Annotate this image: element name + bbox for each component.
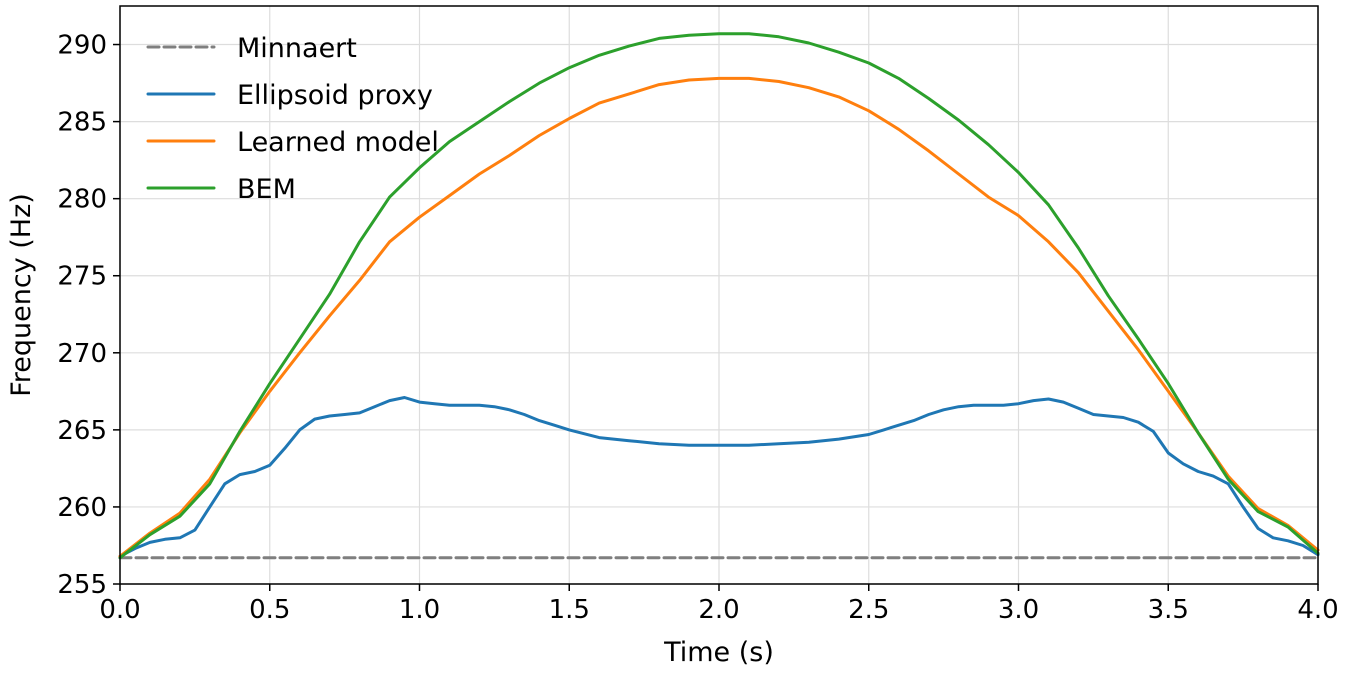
y-tick-label: 280 bbox=[57, 185, 107, 215]
x-tick-label: 1.5 bbox=[549, 595, 590, 625]
legend: Minnaert Ellipsoid proxy Learned model BEM bbox=[146, 33, 439, 205]
y-tick-label: 290 bbox=[57, 31, 107, 61]
series-line-learned-model bbox=[118, 76, 1320, 558]
legend-label-ellipsoid-proxy: Ellipsoid proxy bbox=[237, 80, 433, 111]
y-tick-label: 255 bbox=[57, 570, 107, 600]
legend-label-minnaert: Minnaert bbox=[237, 33, 357, 64]
y-tick-label: 265 bbox=[57, 416, 107, 446]
x-tick-label: 1.0 bbox=[399, 595, 440, 625]
x-tick-label: 3.0 bbox=[998, 595, 1039, 625]
x-tick-label: 2.0 bbox=[698, 595, 739, 625]
y-tick-label: 275 bbox=[57, 262, 107, 292]
x-tick-label: 3.5 bbox=[1148, 595, 1189, 625]
y-axis-label: Frequency (Hz) bbox=[6, 193, 37, 397]
x-axis-label: Time (s) bbox=[663, 637, 774, 668]
plot-series bbox=[118, 32, 1320, 560]
legend-label-learned-model: Learned model bbox=[237, 127, 439, 158]
legend-label-bem: BEM bbox=[237, 174, 296, 205]
series-line-bem bbox=[118, 32, 1320, 560]
x-tick-label: 2.5 bbox=[848, 595, 889, 625]
y-tick-label: 285 bbox=[57, 108, 107, 138]
x-tick-label: 4.0 bbox=[1297, 595, 1338, 625]
x-tick-label: 0.0 bbox=[99, 595, 140, 625]
y-tick-label: 260 bbox=[57, 493, 107, 523]
x-tick-label: 0.5 bbox=[249, 595, 290, 625]
axis-ticks: 0.0 0.5 1.0 1.5 2.0 2.5 3.0 3.5 4.0 255 260 265 270 2… bbox=[57, 31, 1338, 625]
y-tick-label: 270 bbox=[57, 339, 107, 369]
series-line-ellipsoid-proxy bbox=[118, 396, 1320, 558]
